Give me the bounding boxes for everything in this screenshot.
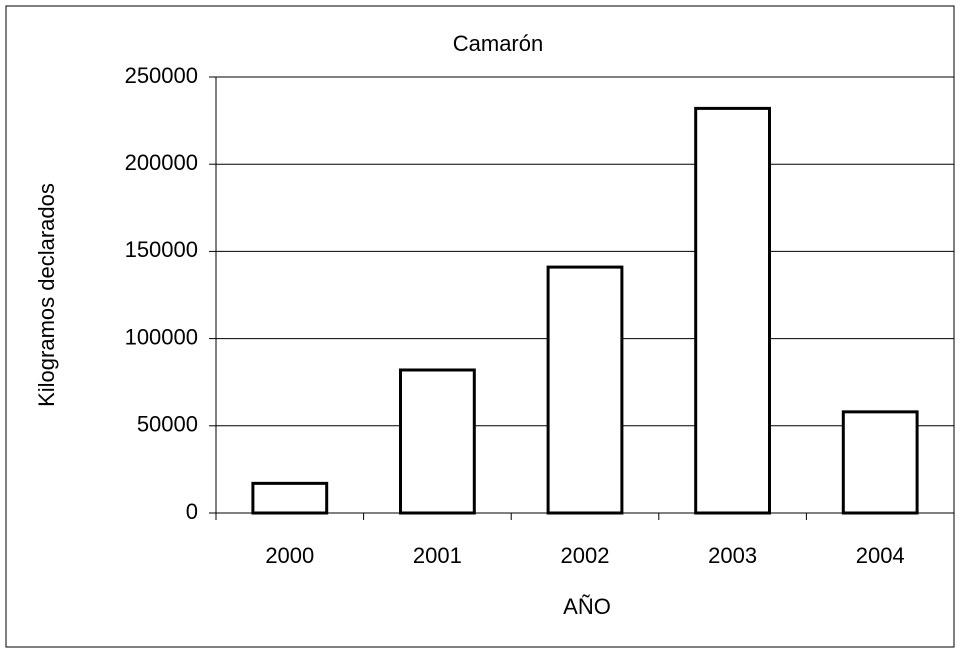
x-tick-label: 2004 [856, 543, 905, 568]
y-tick-label: 100000 [125, 324, 198, 349]
x-tick-label: 2001 [413, 543, 462, 568]
x-axis-label: AÑO [563, 594, 611, 619]
y-tick-label: 250000 [125, 63, 198, 88]
x-tick-label: 2003 [708, 543, 757, 568]
chart-title: Camarón [453, 31, 543, 56]
bar [251, 481, 329, 515]
y-tick-label: 150000 [125, 237, 198, 262]
y-tick-label: 50000 [137, 412, 198, 437]
y-tick-label: 200000 [125, 150, 198, 175]
x-tick-label: 2000 [265, 543, 314, 568]
bar [694, 106, 772, 515]
y-axis-label: Kilogramos declarados [34, 183, 59, 407]
chart-border [5, 5, 955, 648]
x-tick-label: 2002 [561, 543, 610, 568]
bar [546, 265, 624, 515]
y-tick-label: 0 [186, 499, 198, 524]
bar [399, 368, 476, 515]
bar [841, 410, 919, 515]
